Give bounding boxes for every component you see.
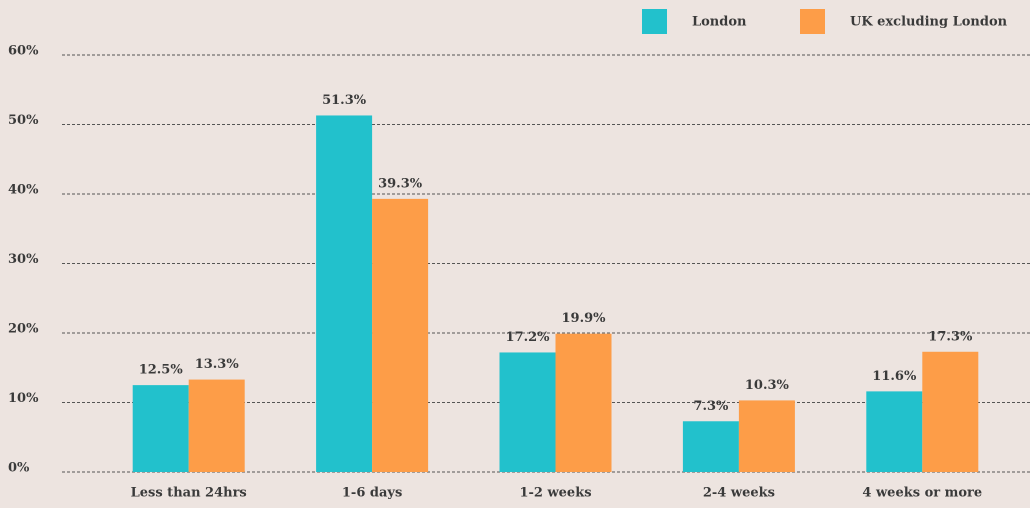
legend-label: London <box>692 15 747 30</box>
bar <box>132 385 189 472</box>
bar <box>738 400 795 472</box>
value-label: 39.3% <box>378 176 423 191</box>
value-label: 10.3% <box>745 378 790 393</box>
y-tick-label: 10% <box>8 391 39 406</box>
value-label: 12.5% <box>139 363 184 378</box>
bar <box>499 352 556 472</box>
value-label: 51.3% <box>322 93 367 108</box>
y-tick-label: 20% <box>8 322 39 337</box>
value-label: 19.9% <box>561 311 606 326</box>
legend-swatch <box>800 9 825 34</box>
y-tick-label: 0% <box>8 461 30 476</box>
value-label: 17.2% <box>505 330 550 345</box>
x-tick-label: 2-4 weeks <box>703 486 775 501</box>
legend-swatch <box>642 9 667 34</box>
y-tick-label: 50% <box>8 113 39 128</box>
y-tick-label: 30% <box>8 252 39 267</box>
y-tick-label: 60% <box>8 44 39 59</box>
y-tick-label: 40% <box>8 183 39 198</box>
value-label: 13.3% <box>195 357 240 372</box>
bar <box>682 421 739 472</box>
x-tick-label: 1-2 weeks <box>519 486 591 501</box>
value-label: 7.3% <box>693 399 729 414</box>
bar <box>866 391 923 472</box>
bar <box>922 351 979 472</box>
bar <box>316 115 373 472</box>
legend-label: UK excluding London <box>850 15 1008 30</box>
bar <box>188 379 245 472</box>
value-label: 11.6% <box>872 369 917 384</box>
x-tick-label: Less than 24hrs <box>131 486 247 501</box>
value-label: 17.3% <box>928 329 973 344</box>
x-tick-label: 1-6 days <box>342 486 402 501</box>
bar <box>372 198 429 473</box>
x-tick-label: 4 weeks or more <box>862 486 982 501</box>
bar <box>555 333 612 472</box>
